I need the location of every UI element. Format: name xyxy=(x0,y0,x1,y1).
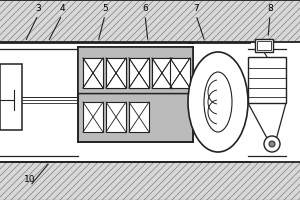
Bar xyxy=(248,57,286,103)
Bar xyxy=(78,47,193,142)
Bar xyxy=(129,58,149,88)
Bar xyxy=(170,58,190,88)
Bar xyxy=(83,58,103,88)
Bar xyxy=(257,41,271,50)
Bar xyxy=(0,162,300,200)
Bar xyxy=(152,58,172,88)
Bar xyxy=(78,47,193,93)
Bar xyxy=(152,58,172,88)
Bar xyxy=(0,0,300,42)
Ellipse shape xyxy=(188,52,248,152)
Text: 10: 10 xyxy=(24,175,36,184)
Text: 6: 6 xyxy=(142,4,148,13)
Text: 8: 8 xyxy=(267,4,273,13)
Bar xyxy=(170,58,190,88)
Circle shape xyxy=(264,136,280,152)
Text: 7: 7 xyxy=(193,4,199,13)
Bar xyxy=(83,102,103,132)
Text: 5: 5 xyxy=(102,4,108,13)
Circle shape xyxy=(269,141,275,147)
Bar xyxy=(106,58,126,88)
Text: 3: 3 xyxy=(35,4,41,13)
Bar xyxy=(106,58,126,88)
Bar xyxy=(0,43,300,162)
Bar xyxy=(129,58,149,88)
Bar xyxy=(129,102,149,132)
Bar xyxy=(255,39,273,52)
Bar xyxy=(106,102,126,132)
Text: 4: 4 xyxy=(59,4,65,13)
Bar xyxy=(0,64,22,130)
Bar xyxy=(83,58,103,88)
Ellipse shape xyxy=(204,72,232,132)
